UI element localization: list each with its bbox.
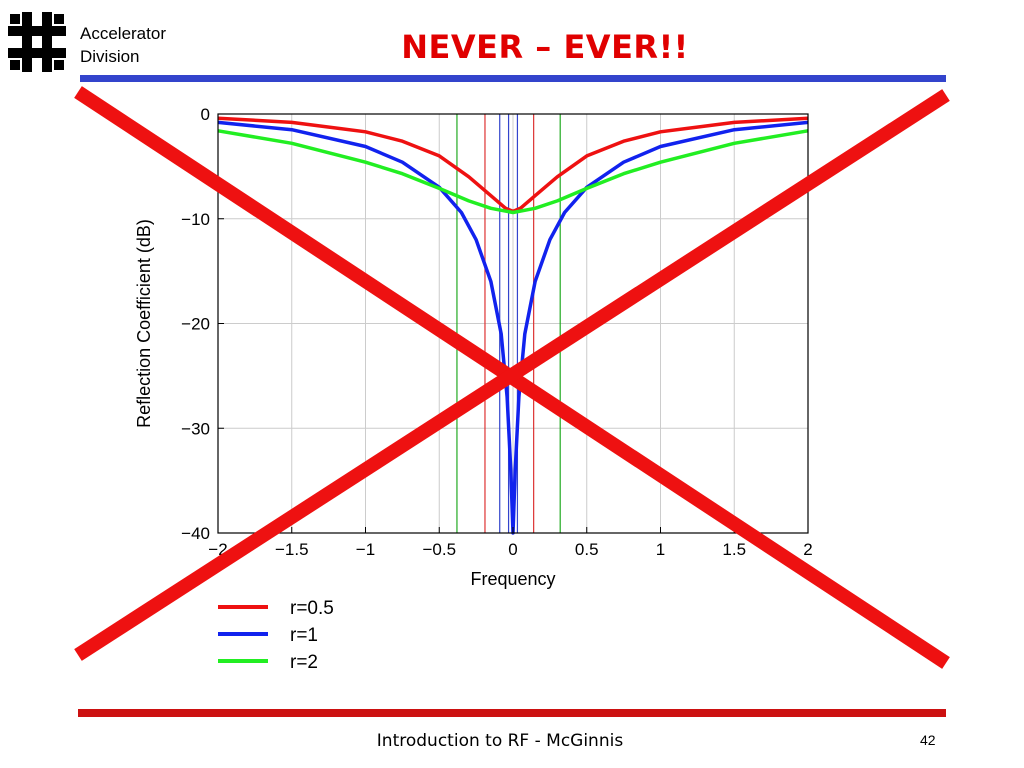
x-tick-label: −1.5	[275, 540, 309, 559]
header-rule	[80, 75, 946, 82]
y-tick-label: −20	[181, 315, 210, 334]
x-tick-label: −1	[356, 540, 375, 559]
division-label: Accelerator Division	[80, 22, 166, 68]
y-tick-label: −40	[181, 524, 210, 543]
cross-stroke-2	[74, 89, 950, 661]
x-tick-label: 0.5	[575, 540, 599, 559]
footer-rule	[78, 709, 946, 717]
y-tick-label: −10	[181, 210, 210, 229]
footer-caption: Introduction to RF - McGinnis	[376, 731, 624, 751]
division-line-1: Accelerator	[80, 24, 166, 43]
x-tick-label: 2	[803, 540, 812, 559]
x-tick-label: 1	[656, 540, 665, 559]
y-tick-label: −30	[181, 419, 210, 438]
x-tick-label: 0	[508, 540, 517, 559]
x-axis-label: Frequency	[470, 569, 555, 589]
y-tick-label: 0	[201, 105, 210, 124]
legend-label: r=2	[290, 652, 318, 673]
y-axis-label: Reflection Coefficient (dB)	[134, 219, 154, 428]
x-tick-label: −0.5	[422, 540, 456, 559]
legend-label: r=1	[290, 625, 318, 646]
slide-title: NEVER – EVER!!	[401, 28, 689, 66]
slide-header: Accelerator Division NEVER – EVER!!	[0, 0, 1024, 90]
fermilab-logo-icon	[8, 12, 66, 72]
legend-label: r=0.5	[290, 598, 334, 619]
series-line-r-2	[217, 129, 809, 215]
page-number: 42	[920, 732, 936, 748]
x-tick-label: 1.5	[722, 540, 746, 559]
division-line-2: Division	[80, 47, 140, 66]
